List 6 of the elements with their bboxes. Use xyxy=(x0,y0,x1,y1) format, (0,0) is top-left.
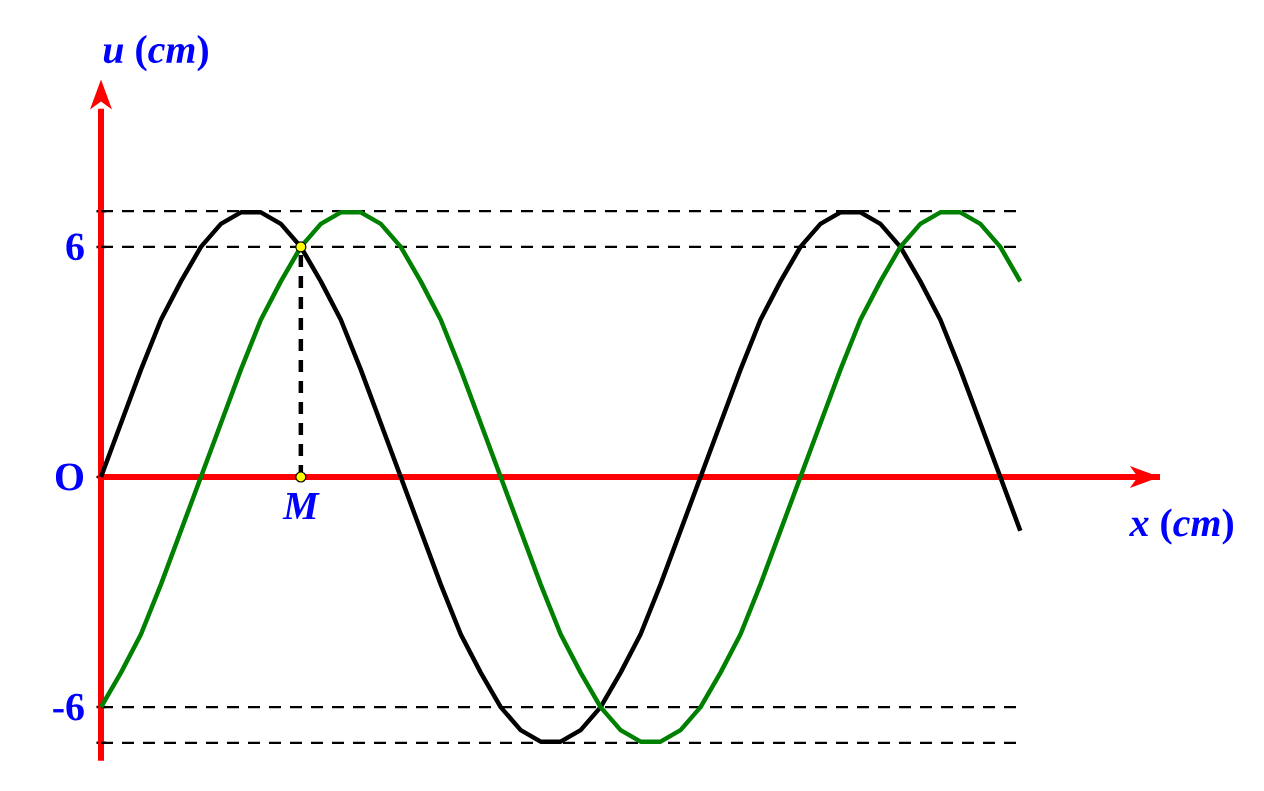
x-tick-label: M xyxy=(282,493,320,520)
x-axis-title: x (cm) xyxy=(1129,508,1233,545)
y-tick-label: 6 xyxy=(66,233,84,261)
y-tick-label: O xyxy=(55,463,84,491)
y-tick-label: -6 xyxy=(53,693,84,721)
y-axis-title: u (cm) xyxy=(103,35,208,72)
